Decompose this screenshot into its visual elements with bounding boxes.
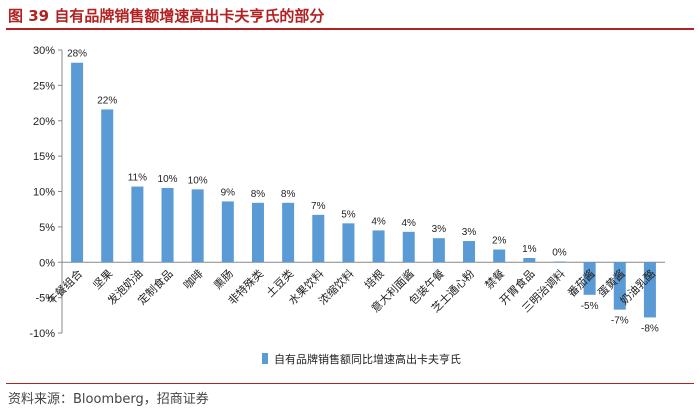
data-label: 5% (341, 209, 356, 220)
bar (101, 109, 114, 263)
y-tick-label: 30% (33, 45, 55, 57)
bar (71, 62, 84, 263)
y-tick-label: 20% (33, 116, 55, 128)
data-label: 3% (462, 227, 477, 238)
data-label: 22% (97, 95, 117, 106)
legend-swatch (262, 353, 268, 364)
bar (613, 262, 626, 310)
bar (402, 231, 415, 263)
data-label: 3% (432, 224, 447, 235)
data-label: 8% (251, 189, 266, 200)
y-tick-label: 10% (33, 187, 55, 199)
category-label: 咖啡 (180, 266, 205, 291)
legend-label: 自有品牌销售额同比增速高出卡夫亨氏 (274, 352, 461, 366)
y-tick-label: 5% (39, 222, 55, 234)
bar (523, 258, 536, 263)
y-tick-label: 25% (33, 80, 55, 92)
data-label: 9% (221, 187, 236, 198)
source-note: 资料来源：Bloomberg，招商证券 (8, 392, 209, 407)
category-label: 午餐组合 (44, 266, 85, 307)
bar (342, 223, 355, 263)
bar-series (71, 62, 656, 318)
bar (251, 202, 264, 263)
bar (161, 187, 174, 263)
bar (312, 214, 325, 263)
data-label: 28% (67, 49, 87, 60)
data-label: 4% (401, 218, 416, 229)
bar (191, 189, 204, 263)
data-label: -8% (641, 323, 659, 334)
y-axis: 30% 25% 20% 15% 10% 5% 0% -5% -10% (29, 45, 665, 340)
data-label: 7% (311, 201, 326, 212)
y-tick-label: 15% (33, 151, 55, 163)
figure-title: 图 39 自有品牌销售额增速高出卡夫亨氏的部分 (8, 7, 325, 25)
y-tick-label: 0% (39, 257, 55, 269)
bar (372, 230, 385, 263)
bar (583, 262, 596, 295)
data-label: 10% (188, 175, 208, 186)
bar (643, 262, 656, 318)
source-divider (6, 383, 694, 384)
data-label: -7% (611, 316, 629, 327)
legend: 自有品牌销售额同比增速高出卡夫亨氏 (262, 352, 461, 366)
data-label: 8% (281, 189, 296, 200)
data-label: 2% (492, 236, 507, 247)
title-divider (6, 28, 694, 30)
bar (221, 201, 234, 263)
bar (432, 238, 445, 263)
y-tick-label: -5% (35, 293, 55, 305)
bar (553, 261, 566, 263)
category-label: 禁餐 (482, 266, 507, 291)
y-tick-label: -10% (29, 328, 55, 340)
bar (131, 186, 144, 263)
data-label: 1% (522, 244, 537, 255)
bar (282, 202, 295, 263)
category-label: 熏肠 (211, 267, 236, 292)
bar (463, 241, 476, 263)
category-label: 培根 (361, 266, 386, 291)
data-labels: 28% 22% 11% 10% 10% 9% 8% 8% 7% 5% 4% 4% 3% 3% 2% 1% 0% -… (67, 49, 659, 335)
data-label: 4% (371, 216, 386, 227)
category-label: 坚果 (91, 267, 116, 292)
data-label: 11% (128, 173, 147, 184)
bar (493, 249, 506, 263)
data-label: 10% (158, 174, 178, 185)
data-label: 0% (552, 248, 567, 259)
data-label: -5% (581, 301, 599, 312)
